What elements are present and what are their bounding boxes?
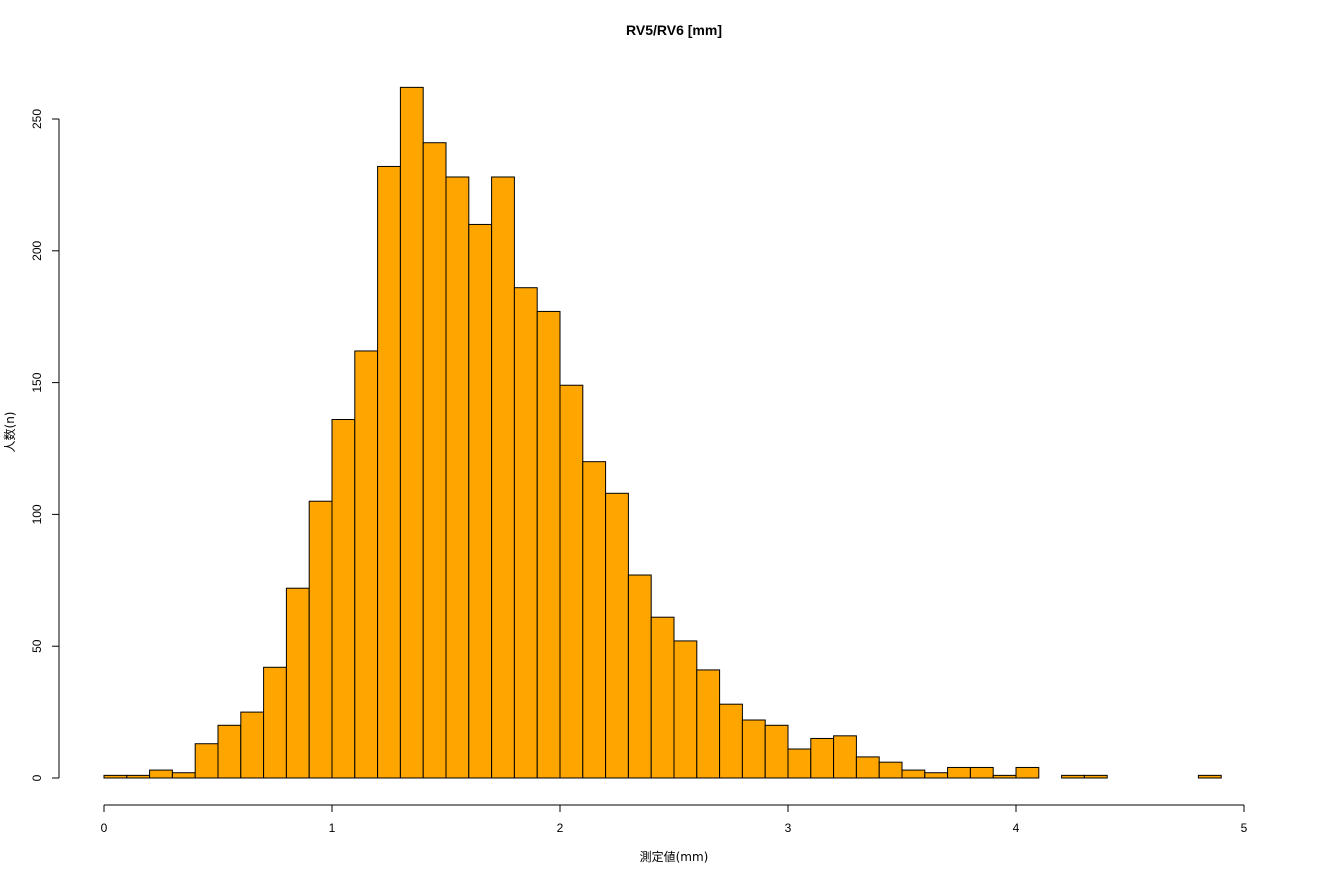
histogram-bar	[764, 724, 789, 779]
histogram-bar	[536, 310, 561, 779]
histogram-bar	[422, 142, 447, 779]
histogram-bar	[833, 735, 857, 779]
histogram-bar	[513, 287, 538, 779]
y-axis: 0 50 100 150 200 250	[30, 109, 60, 781]
chart-title: RV5/RV6 [mm]	[626, 22, 722, 38]
histogram-bar	[491, 176, 515, 779]
histogram-bar	[855, 756, 880, 779]
histogram-bar	[240, 711, 265, 779]
y-tick-label: 250	[30, 109, 44, 129]
histogram-bar	[992, 774, 1017, 779]
histogram-bar	[787, 748, 812, 779]
x-tick-label: 0	[101, 821, 108, 835]
histogram-bars	[103, 86, 1222, 779]
histogram-bar	[741, 719, 766, 779]
x-axis: 0 1 2 3 4 5	[101, 804, 1248, 835]
histogram-bar	[445, 176, 470, 779]
histogram-bar	[650, 616, 675, 779]
histogram-bar	[878, 761, 903, 779]
histogram-bar	[901, 769, 926, 779]
histogram-bar	[1015, 766, 1040, 779]
histogram-bar	[605, 492, 629, 779]
x-tick-label: 4	[1013, 821, 1020, 835]
histogram-bar	[194, 743, 219, 779]
histogram-bar	[103, 774, 128, 779]
histogram-bar	[285, 587, 310, 779]
histogram-bar	[171, 772, 196, 779]
y-tick-label: 100	[30, 504, 44, 524]
x-tick-label: 1	[329, 821, 336, 835]
histogram-bar	[696, 669, 721, 779]
histogram-bar	[969, 766, 994, 779]
histogram-bar	[399, 86, 424, 779]
histogram-bar	[1061, 774, 1085, 779]
histogram-bar	[627, 574, 652, 779]
histogram-bar	[1083, 774, 1108, 779]
histogram-bar	[719, 703, 743, 779]
histogram-bar	[308, 500, 333, 779]
y-tick-label: 50	[30, 639, 44, 653]
histogram-bar	[331, 419, 356, 779]
histogram-bar	[468, 223, 493, 779]
y-tick-label: 200	[30, 240, 44, 260]
histogram-bar	[377, 165, 401, 779]
histogram-bar	[559, 384, 584, 779]
x-axis-label: 測定値(mm)	[640, 849, 709, 864]
histogram-bar	[673, 640, 698, 779]
histogram-bar	[263, 666, 287, 779]
x-tick-label: 3	[785, 821, 792, 835]
histogram-bar	[354, 350, 379, 779]
histogram-bar	[217, 724, 242, 779]
histogram-bar	[1197, 774, 1222, 779]
histogram-bar	[924, 772, 949, 779]
histogram-bar	[947, 766, 971, 779]
histogram-bar	[126, 774, 151, 779]
histogram-bar	[582, 461, 607, 779]
x-tick-label: 2	[557, 821, 564, 835]
x-tick-label: 5	[1241, 821, 1248, 835]
y-tick-label: 0	[30, 774, 44, 781]
y-tick-label: 150	[30, 372, 44, 392]
histogram-bar	[810, 737, 835, 779]
histogram-bar	[149, 769, 173, 779]
y-axis-label: 人数(n)	[2, 412, 17, 453]
